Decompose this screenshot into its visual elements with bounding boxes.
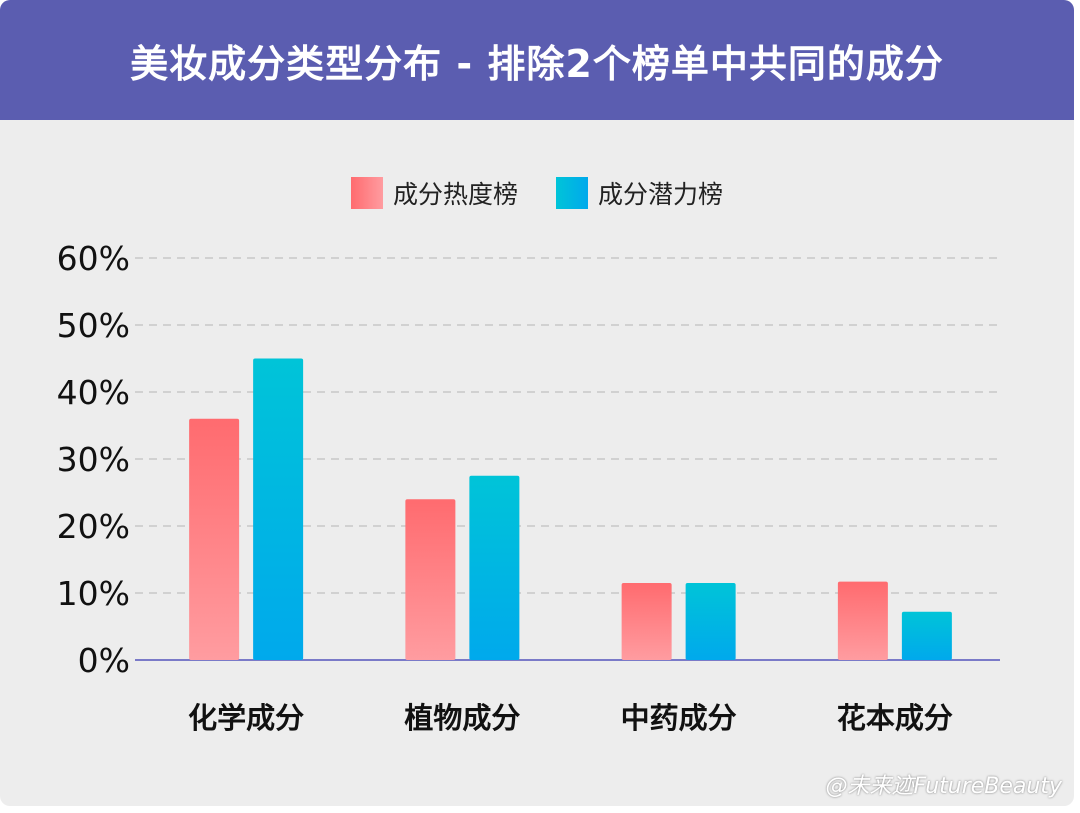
y-tick-label: 30% (57, 440, 130, 479)
bar-series-1 (621, 582, 672, 660)
x-category-label: 植物成分 (404, 701, 520, 735)
x-category-label: 花本成分 (837, 701, 953, 735)
labels-layer: 0% 10% 20% 30% 40% 50% 60% 化学成分 植物成分 中药成分 花本成分 (57, 239, 953, 735)
legend: 成分热度榜 成分潜力榜 (0, 175, 1074, 211)
bar-series-2 (901, 611, 952, 660)
legend-swatch-series-1 (350, 177, 383, 209)
legend-swatch-series-2 (556, 177, 588, 209)
x-category-label: 中药成分 (621, 701, 737, 735)
bar-series-1 (189, 418, 240, 660)
x-category-label: 化学成分 (188, 701, 304, 735)
legend-label-series-2: 成分潜力榜 (598, 180, 724, 209)
bars-layer (189, 358, 952, 660)
y-tick-label: 60% (57, 239, 130, 278)
y-tick-label: 50% (57, 306, 130, 345)
title-bar: 美妆成分类型分布 - 排除2个榜单中共同的成分 (0, 0, 1074, 120)
bar-series-2 (253, 358, 304, 660)
watermark: @未来迹FutureBeauty (825, 774, 1062, 799)
chart-title: 美妆成分类型分布 - 排除2个榜单中共同的成分 (130, 41, 944, 86)
legend-item-series-1: 成分热度榜 (350, 175, 518, 211)
legend-label-series-1: 成分热度榜 (392, 180, 518, 209)
y-tick-label: 10% (57, 574, 130, 613)
bar-series-2 (685, 582, 736, 660)
legend-item-series-2: 成分潜力榜 (556, 175, 723, 211)
y-tick-label: 40% (57, 373, 130, 412)
y-tick-label: 0% (78, 641, 130, 680)
y-tick-label: 20% (57, 507, 130, 546)
bar-series-1 (405, 499, 456, 660)
bar-series-1 (837, 581, 888, 660)
bar-series-2 (469, 475, 520, 660)
